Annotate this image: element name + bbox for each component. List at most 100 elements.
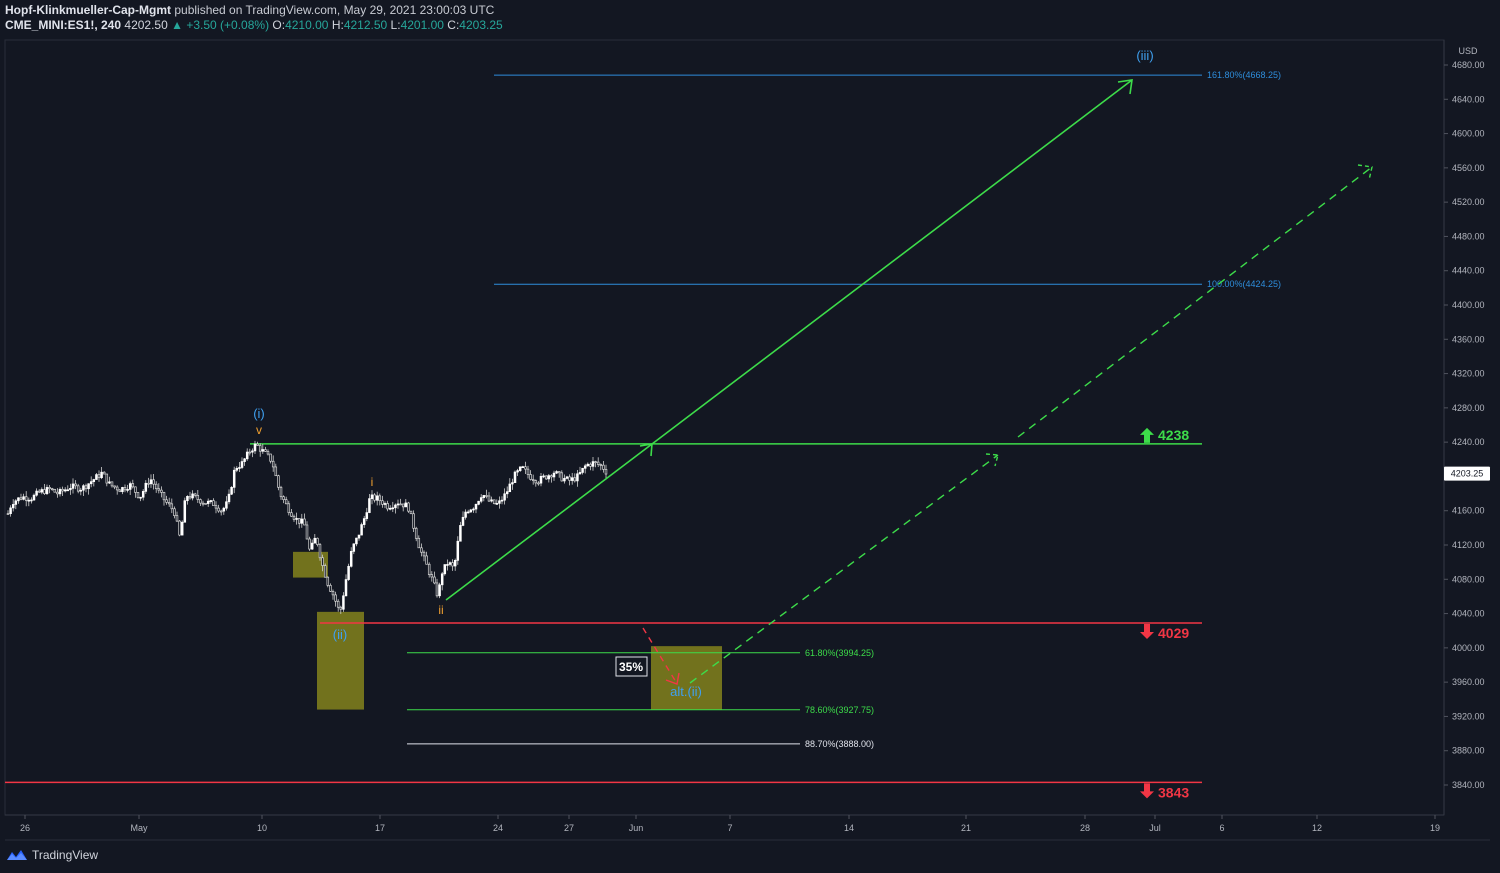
- candle-body: [277, 475, 280, 488]
- candle-body: [334, 594, 337, 602]
- close-value: 4203.25: [459, 18, 503, 32]
- candle-body: [214, 505, 218, 509]
- candle-body: [485, 495, 488, 497]
- candle-body: [19, 497, 23, 500]
- x-tick-label: 14: [844, 823, 854, 833]
- candle-body: [40, 489, 44, 493]
- candle-body: [123, 487, 127, 491]
- open-value: 4210.00: [285, 18, 329, 32]
- x-tick-label: 10: [257, 823, 267, 833]
- candle-body: [248, 451, 252, 454]
- candle-body: [482, 495, 486, 498]
- candle-body: [170, 503, 174, 510]
- candle-body: [422, 551, 426, 557]
- candle-body: [139, 496, 142, 499]
- candle-body: [225, 501, 228, 509]
- candle-body: [183, 500, 187, 523]
- y-tick-label: 3920.00: [1452, 711, 1485, 721]
- candle-body: [232, 469, 236, 488]
- close-label: C:: [447, 18, 460, 32]
- candle-body: [347, 565, 350, 580]
- x-tick-label: 24: [493, 823, 503, 833]
- open-label: O:: [272, 18, 286, 32]
- x-tick-label: 21: [961, 823, 971, 833]
- fib-level-label: 78.60%(3927.75): [805, 705, 874, 715]
- candle-body: [35, 490, 38, 496]
- candle-body: [240, 461, 244, 468]
- candle-body: [84, 485, 88, 490]
- candle-body: [141, 491, 145, 498]
- candle-body: [336, 600, 340, 608]
- candle-body: [544, 475, 548, 480]
- high-value: 4212.50: [343, 18, 388, 32]
- candle-body: [178, 520, 181, 536]
- candle-body: [529, 474, 532, 480]
- symbol-label[interactable]: CME_MINI:ES1!, 240: [5, 18, 122, 32]
- published-text: published on TradingView.com, May 29, 20…: [174, 3, 495, 17]
- candle-body: [357, 534, 361, 539]
- candle-body: [349, 551, 353, 567]
- y-tick-label: 4320.00: [1452, 369, 1485, 379]
- candle-body: [154, 483, 158, 490]
- candle-body: [235, 467, 239, 471]
- candle-body: [360, 524, 363, 536]
- candle-body: [230, 486, 233, 495]
- candle-body: [243, 458, 246, 462]
- candle-body: [521, 466, 525, 469]
- candle-body: [219, 510, 223, 513]
- level-label: 4238: [1158, 427, 1189, 443]
- candle-body: [560, 472, 564, 482]
- y-tick-label: 4440.00: [1452, 266, 1485, 276]
- y-tick-label: 4240.00: [1452, 437, 1485, 447]
- candle-body: [22, 496, 25, 500]
- candle-body: [503, 493, 506, 501]
- candle-body: [487, 495, 491, 502]
- candle-body: [407, 502, 410, 512]
- tradingview-branding[interactable]: TradingView: [6, 848, 98, 862]
- candle-body: [433, 576, 436, 584]
- last-price-tag-label: 4203.25: [1451, 469, 1484, 479]
- candle-body: [87, 483, 90, 490]
- candle-body: [271, 460, 275, 468]
- candle-body: [362, 518, 366, 525]
- candle-body: [32, 494, 36, 501]
- candle-body: [451, 562, 454, 567]
- candle-body: [477, 500, 480, 505]
- candle-body: [63, 489, 67, 492]
- candle-body: [147, 482, 150, 485]
- y-tick-label: 4280.00: [1452, 403, 1485, 413]
- y-tick-label: 3840.00: [1452, 780, 1485, 790]
- y-tick-label: 4360.00: [1452, 334, 1485, 344]
- y-tick-label: 4640.00: [1452, 94, 1485, 104]
- candle-body: [152, 479, 155, 485]
- candle-body: [383, 503, 387, 505]
- candle-body: [396, 503, 400, 506]
- candle-body: [56, 491, 59, 495]
- candle-body: [105, 473, 109, 484]
- candle-body: [180, 521, 184, 536]
- candle-body: [212, 500, 215, 507]
- candle-body: [414, 527, 418, 539]
- candle-body: [37, 490, 41, 493]
- publisher-name[interactable]: Hopf-Klinkmueller-Cap-Mgmt: [5, 3, 171, 17]
- candle-body: [412, 513, 415, 529]
- candle-body: [511, 482, 514, 485]
- arrow-head-icon: [1357, 164, 1373, 181]
- candle-body: [370, 494, 374, 499]
- candle-body: [448, 562, 452, 565]
- candle-body: [131, 483, 135, 488]
- y-tick-label: 4480.00: [1452, 231, 1485, 241]
- candle-body: [27, 499, 31, 502]
- candle-body: [102, 471, 106, 475]
- candle-body: [508, 483, 512, 493]
- x-tick-label: 12: [1312, 823, 1322, 833]
- probability-label: 35%: [619, 660, 643, 674]
- y-tick-label: 4040.00: [1452, 609, 1485, 619]
- candle-body: [399, 503, 402, 506]
- up-arrow-icon: [1140, 427, 1154, 443]
- candle-body: [227, 493, 231, 503]
- candle-body: [591, 461, 595, 467]
- candle-body: [599, 464, 603, 466]
- candle-body: [290, 512, 293, 517]
